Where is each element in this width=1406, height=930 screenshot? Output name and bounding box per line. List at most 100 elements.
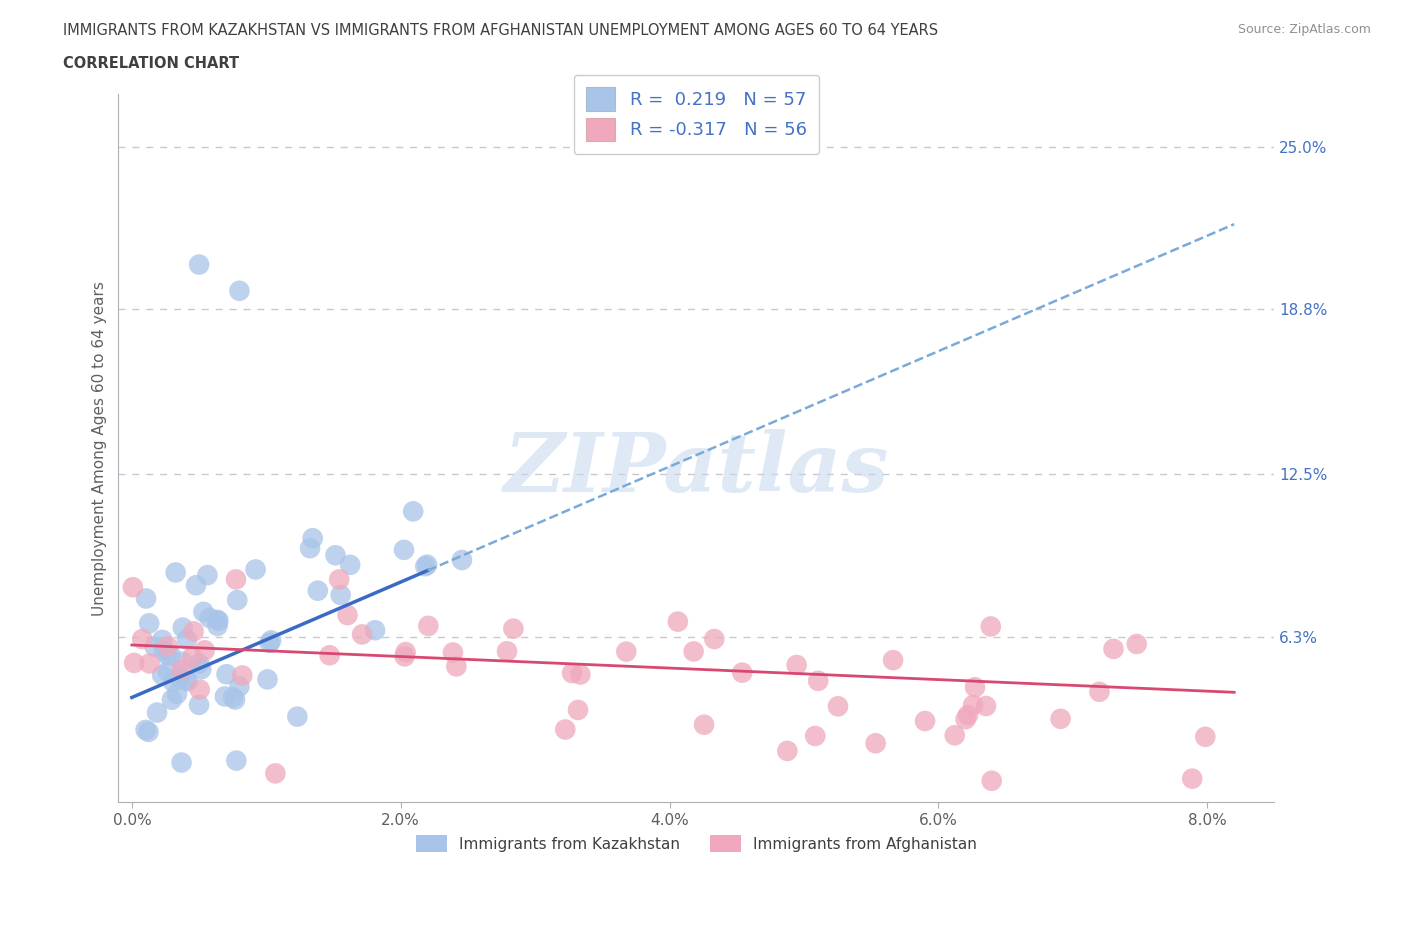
Point — [143, 639, 166, 654]
Point — [260, 633, 283, 648]
Point — [339, 557, 361, 572]
Point — [980, 774, 1002, 789]
Point — [138, 724, 160, 739]
Point — [172, 620, 194, 635]
Point — [415, 559, 437, 574]
Point — [394, 649, 416, 664]
Point — [804, 728, 827, 743]
Point — [1102, 642, 1125, 657]
Point — [561, 666, 583, 681]
Point — [956, 708, 979, 723]
Point — [441, 645, 464, 660]
Point — [1049, 711, 1071, 726]
Point — [974, 698, 997, 713]
Point — [882, 653, 904, 668]
Point — [325, 548, 347, 563]
Point — [786, 658, 808, 672]
Point — [259, 635, 281, 650]
Point — [198, 610, 221, 625]
Point — [225, 753, 247, 768]
Point — [364, 623, 387, 638]
Point — [162, 674, 184, 689]
Point — [188, 682, 211, 697]
Point — [135, 591, 157, 606]
Point — [392, 542, 415, 557]
Point — [207, 618, 229, 633]
Point — [693, 717, 716, 732]
Point — [169, 671, 191, 685]
Point — [567, 702, 589, 717]
Point — [228, 284, 250, 299]
Point — [350, 627, 373, 642]
Point — [614, 644, 637, 659]
Point — [299, 540, 322, 555]
Point — [215, 667, 238, 682]
Point — [496, 644, 519, 658]
Point — [138, 656, 160, 671]
Point — [135, 723, 157, 737]
Point — [394, 644, 416, 659]
Point — [160, 648, 183, 663]
Point — [231, 668, 253, 683]
Point — [554, 722, 576, 737]
Point — [176, 674, 198, 689]
Point — [193, 604, 215, 619]
Point — [682, 644, 704, 658]
Point — [569, 667, 592, 682]
Point — [197, 567, 219, 582]
Point — [807, 673, 830, 688]
Point — [703, 631, 725, 646]
Point — [228, 679, 250, 694]
Point — [121, 579, 143, 594]
Point — [1181, 771, 1204, 786]
Text: CORRELATION CHART: CORRELATION CHART — [63, 56, 239, 71]
Point — [207, 613, 229, 628]
Point — [256, 672, 278, 687]
Point — [329, 588, 352, 603]
Point — [307, 583, 329, 598]
Point — [336, 607, 359, 622]
Point — [122, 656, 145, 671]
Point — [224, 692, 246, 707]
Point — [222, 690, 245, 705]
Point — [225, 572, 247, 587]
Point — [170, 755, 193, 770]
Point — [166, 686, 188, 701]
Point — [183, 624, 205, 639]
Point — [176, 632, 198, 647]
Point — [943, 728, 966, 743]
Point — [446, 659, 468, 674]
Point — [138, 616, 160, 631]
Y-axis label: Unemployment Among Ages 60 to 64 years: Unemployment Among Ages 60 to 64 years — [93, 281, 107, 616]
Point — [156, 647, 179, 662]
Point — [1194, 729, 1216, 744]
Point — [150, 668, 173, 683]
Point — [776, 743, 799, 758]
Point — [131, 631, 153, 646]
Point — [205, 613, 228, 628]
Point — [188, 656, 211, 671]
Point — [418, 618, 440, 633]
Text: ZIPatlas: ZIPatlas — [503, 430, 889, 510]
Point — [963, 680, 986, 695]
Point — [146, 705, 169, 720]
Point — [1088, 684, 1111, 699]
Point — [328, 572, 350, 587]
Point — [980, 619, 1002, 634]
Point — [160, 692, 183, 707]
Point — [451, 552, 474, 567]
Point — [731, 665, 754, 680]
Point — [170, 662, 193, 677]
Point — [188, 698, 211, 712]
Point — [955, 711, 977, 726]
Point — [245, 562, 267, 577]
Point — [172, 654, 194, 669]
Point — [174, 672, 197, 687]
Legend: Immigrants from Kazakhstan, Immigrants from Afghanistan: Immigrants from Kazakhstan, Immigrants f… — [411, 829, 983, 858]
Point — [188, 257, 211, 272]
Point — [914, 713, 936, 728]
Point — [318, 648, 340, 663]
Point — [165, 565, 187, 580]
Text: IMMIGRANTS FROM KAZAKHSTAN VS IMMIGRANTS FROM AFGHANISTAN UNEMPLOYMENT AMONG AGE: IMMIGRANTS FROM KAZAKHSTAN VS IMMIGRANTS… — [63, 23, 938, 38]
Point — [865, 736, 887, 751]
